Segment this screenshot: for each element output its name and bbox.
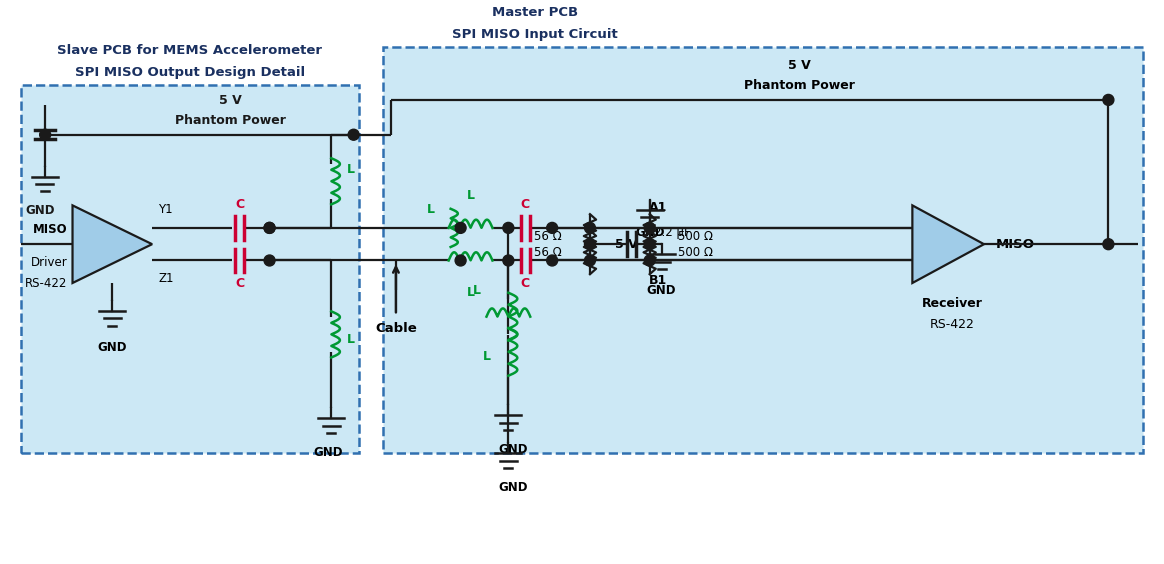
Circle shape xyxy=(584,239,596,250)
Text: L: L xyxy=(473,284,481,297)
Text: Y1: Y1 xyxy=(158,203,172,216)
Text: C: C xyxy=(235,198,244,211)
Circle shape xyxy=(1103,94,1114,105)
Text: 5 V: 5 V xyxy=(219,94,242,107)
Text: GND: GND xyxy=(647,284,676,297)
Text: 500 Ω: 500 Ω xyxy=(677,230,712,243)
Text: L: L xyxy=(482,350,490,363)
Text: Master PCB: Master PCB xyxy=(492,6,579,19)
Text: 5 V: 5 V xyxy=(788,59,811,72)
Circle shape xyxy=(503,222,513,233)
Circle shape xyxy=(455,255,466,266)
Text: GND: GND xyxy=(634,226,665,239)
Circle shape xyxy=(547,255,558,266)
Polygon shape xyxy=(913,205,984,283)
Text: B1: B1 xyxy=(648,275,667,288)
Text: 56 Ω: 56 Ω xyxy=(534,246,562,259)
Text: L: L xyxy=(427,204,434,217)
Text: SPI MISO Output Design Detail: SPI MISO Output Design Detail xyxy=(74,66,305,79)
Circle shape xyxy=(455,222,466,233)
Circle shape xyxy=(547,222,558,233)
Text: L: L xyxy=(347,163,355,176)
Text: GND: GND xyxy=(98,341,127,354)
Text: GND: GND xyxy=(498,443,528,456)
Text: MISO: MISO xyxy=(996,237,1035,250)
Circle shape xyxy=(584,222,596,233)
Text: C: C xyxy=(520,277,530,290)
Text: Slave PCB for MEMS Accelerometer: Slave PCB for MEMS Accelerometer xyxy=(57,44,322,57)
Text: C: C xyxy=(520,198,530,211)
Text: RS-422: RS-422 xyxy=(930,318,974,331)
Circle shape xyxy=(644,239,655,250)
Circle shape xyxy=(644,222,655,233)
Text: L: L xyxy=(347,333,355,346)
Circle shape xyxy=(40,129,50,140)
Circle shape xyxy=(264,222,275,233)
Text: 2.2 µF: 2.2 µF xyxy=(654,226,690,239)
Circle shape xyxy=(644,255,655,266)
Text: 56 Ω: 56 Ω xyxy=(534,230,562,243)
Text: Cable: Cable xyxy=(375,322,417,335)
Text: C: C xyxy=(235,277,244,290)
Text: Z1: Z1 xyxy=(158,272,173,285)
Text: MISO: MISO xyxy=(33,223,68,236)
Polygon shape xyxy=(72,205,152,283)
Text: Receiver: Receiver xyxy=(922,297,982,310)
Circle shape xyxy=(264,222,275,233)
Text: Phantom Power: Phantom Power xyxy=(744,79,854,92)
Text: GND: GND xyxy=(498,481,528,494)
Circle shape xyxy=(1103,239,1114,250)
Text: SPI MISO Input Circuit: SPI MISO Input Circuit xyxy=(452,28,618,41)
Text: GND: GND xyxy=(24,204,55,217)
Text: L: L xyxy=(467,189,475,202)
Text: GND: GND xyxy=(313,446,343,459)
FancyBboxPatch shape xyxy=(383,47,1143,453)
Text: Phantom Power: Phantom Power xyxy=(175,114,286,127)
Circle shape xyxy=(264,255,275,266)
FancyBboxPatch shape xyxy=(21,85,360,453)
Circle shape xyxy=(584,255,596,266)
Text: 5 V: 5 V xyxy=(615,237,638,250)
Text: L: L xyxy=(467,287,475,299)
Circle shape xyxy=(348,129,360,140)
Text: A1: A1 xyxy=(648,201,667,214)
Text: 500 Ω: 500 Ω xyxy=(677,246,712,259)
Circle shape xyxy=(503,255,513,266)
Text: RS-422: RS-422 xyxy=(26,277,68,290)
Text: Driver: Driver xyxy=(30,255,68,268)
